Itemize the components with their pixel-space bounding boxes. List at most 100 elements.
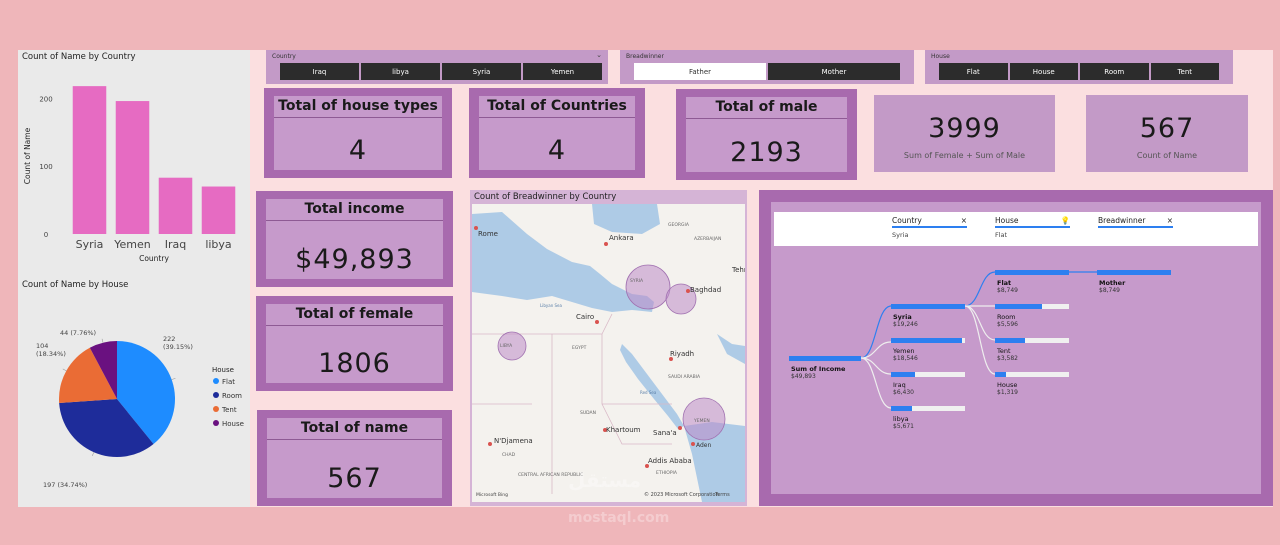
bubble-libya[interactable] xyxy=(497,331,527,361)
pie-slice-house[interactable] xyxy=(89,341,117,399)
tree-header-country[interactable]: Country × Syria xyxy=(892,216,967,239)
map-label: LIBYA xyxy=(500,343,513,349)
slicer-option-libya[interactable]: libya xyxy=(361,63,440,80)
kpi-countries[interactable]: Total of Countries 4 xyxy=(469,88,645,178)
x-tick-label: Iraq xyxy=(165,238,187,251)
legend-item-house[interactable]: House xyxy=(222,420,244,428)
tree-node-value: $3,582 xyxy=(997,355,1018,362)
bar-libya[interactable] xyxy=(201,186,236,234)
chevron-down-icon[interactable]: ⌄ xyxy=(596,51,602,59)
breadwinner-slicer-title: Breadwinner xyxy=(626,53,664,60)
map-label: Red Sea xyxy=(640,390,657,395)
map-area[interactable]: Rome Ankara Baghdad SYRIA Cairo EGYPT LI… xyxy=(472,204,745,502)
pie-slice-tent[interactable] xyxy=(59,347,117,404)
legend-marker xyxy=(213,420,219,426)
pie-data-label: 222 (39.15%) xyxy=(163,335,193,351)
slicer-option-flat[interactable]: Flat xyxy=(939,63,1008,80)
kpi-female[interactable]: Total of female 1806 xyxy=(256,296,453,391)
bubble-yemen[interactable] xyxy=(682,397,726,441)
gulf-of-aden xyxy=(684,422,745,502)
tree-root-bar[interactable] xyxy=(789,356,861,361)
map-label: CENTRAL AFRICAN REPUBLIC xyxy=(518,472,583,478)
tree-node-bar[interactable] xyxy=(891,338,963,343)
card-count-name[interactable]: 567 Count of Name xyxy=(1086,95,1248,172)
map-label: SYRIA xyxy=(630,278,644,284)
tree-header-house[interactable]: House 💡 Flat xyxy=(995,216,1070,239)
tree-node-bar-bg[interactable] xyxy=(891,406,965,411)
card-label: Count of Name xyxy=(1136,151,1198,160)
map-label: ETHIOPIA xyxy=(656,470,678,476)
y-tick-label: 200 xyxy=(39,95,52,103)
slicer-option-syria[interactable]: Syria xyxy=(442,63,521,80)
bar-chart-title: Count of Name by Country xyxy=(22,52,136,62)
card-label: Sum of Female + Sum of Male xyxy=(903,151,1026,160)
kpi-names[interactable]: Total of name 567 xyxy=(257,410,452,506)
slicer-option-yemen[interactable]: Yemen xyxy=(523,63,602,80)
tree-node-bar[interactable] xyxy=(1097,270,1171,275)
tree-node-bar[interactable] xyxy=(891,372,916,377)
slicer-option-house[interactable]: House xyxy=(1009,63,1078,80)
legend-item-room[interactable]: Room xyxy=(222,392,242,400)
slicer-option-father[interactable]: Father xyxy=(634,63,766,80)
black-sea xyxy=(592,204,660,234)
bar-iraq[interactable] xyxy=(158,177,193,234)
kpi-label: Total of Countries xyxy=(479,96,635,118)
tree-node-bar-bg[interactable] xyxy=(891,372,965,377)
tree-node-bar[interactable] xyxy=(995,338,1026,343)
card-value: 567 xyxy=(1139,113,1195,144)
kpi-male[interactable]: Total of male 2193 xyxy=(676,89,857,180)
slicer-option-iraq[interactable]: Iraq xyxy=(280,63,359,80)
close-icon: × xyxy=(960,216,967,225)
card-sum-female-male[interactable]: 3999 Sum of Female + Sum of Male xyxy=(874,95,1055,172)
pie-slice-flat[interactable] xyxy=(117,341,175,445)
bar-chart-panel[interactable]: Count of Name by Country 0 100 200 Syria Yem… xyxy=(18,50,250,278)
tree-node-bar[interactable] xyxy=(995,270,1069,275)
persian-gulf xyxy=(717,334,745,364)
bubble-syria[interactable] xyxy=(625,264,671,310)
tree-header-breadwinner[interactable]: Breadwinner × xyxy=(1098,216,1173,231)
legend-item-flat[interactable]: Flat xyxy=(222,378,235,386)
mediterranean-sea xyxy=(472,212,654,312)
legend-title: House xyxy=(212,366,234,374)
tree-node-bar-bg[interactable] xyxy=(995,338,1069,343)
country-borders xyxy=(472,313,672,494)
tree-node-bar-bg[interactable] xyxy=(995,372,1069,377)
card-value: 3999 xyxy=(928,113,1001,144)
tree-node-label: libya xyxy=(893,415,909,423)
slicer-option-mother[interactable]: Mother xyxy=(768,63,900,80)
pie-chart-panel[interactable]: Count of Name by House 222 (39.15%) 197 (3… xyxy=(18,278,250,507)
bar-syria[interactable] xyxy=(72,86,107,234)
slicer-option-room[interactable]: Room xyxy=(1080,63,1149,80)
pie-slice-room[interactable] xyxy=(59,399,154,457)
map-label: Riyadh xyxy=(670,350,694,358)
tree-node-bar[interactable] xyxy=(891,406,913,411)
kpi-value: 4 xyxy=(348,135,368,166)
kpi-value: 2193 xyxy=(730,137,803,168)
tree-node-label: Yemen xyxy=(893,347,915,355)
slicer-option-tent[interactable]: Tent xyxy=(1150,63,1219,80)
tree-header: Country × Syria House 💡 Flat Breadwinner × xyxy=(774,212,1258,246)
decomposition-tree-panel[interactable]: Country × Syria House 💡 Flat Breadwinner × xyxy=(759,190,1273,506)
red-sea xyxy=(620,344,684,429)
map-copyright: © 2023 Microsoft Corporation xyxy=(644,491,719,498)
tree-node-label: Iraq xyxy=(893,381,906,389)
tree-node-bar[interactable] xyxy=(995,304,1043,309)
kpi-house-types[interactable]: Total of house types 4 xyxy=(264,88,452,178)
tree-node-label: House xyxy=(997,381,1018,389)
map-label: Libyan Sea xyxy=(540,303,563,308)
tree-connectors xyxy=(860,271,1097,409)
pie-chart-title: Count of Name by House xyxy=(22,280,129,290)
map-panel[interactable]: Count of Breadwinner by Country xyxy=(470,190,747,506)
tree-node-value: $6,430 xyxy=(893,389,914,396)
map-label: CHAD xyxy=(502,452,516,458)
tree-node-bar[interactable] xyxy=(891,304,965,309)
map-label: Cairo xyxy=(576,313,594,321)
watermark-url: mostaql.com xyxy=(568,510,670,526)
breadwinner-slicer: Breadwinner Father Mother xyxy=(620,50,914,84)
kpi-income[interactable]: Total income $49,893 xyxy=(256,191,453,287)
tree-node-bar[interactable] xyxy=(995,372,1007,377)
bar-yemen[interactable] xyxy=(115,101,150,234)
legend-marker xyxy=(213,378,219,384)
legend-item-tent[interactable]: Tent xyxy=(221,406,237,414)
map-label: Ankara xyxy=(609,234,634,242)
